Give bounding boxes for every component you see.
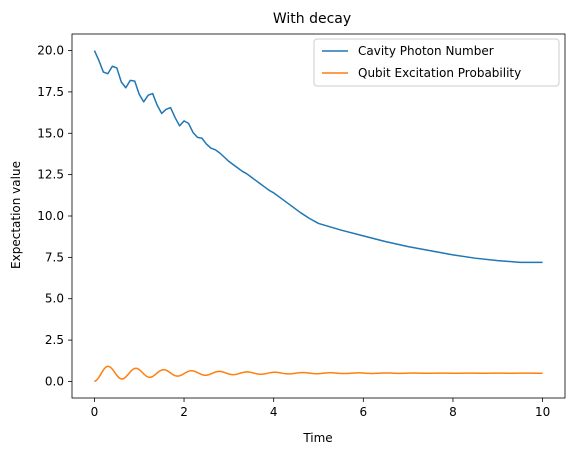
legend-label-0: Cavity Photon Number [358, 44, 494, 58]
y-tick-label: 10.0 [37, 209, 64, 223]
plot-frame [71, 33, 566, 399]
y-tick-label: 17.5 [37, 85, 64, 99]
legend-box [313, 38, 560, 87]
x-tick-label: 8 [449, 405, 457, 419]
y-tick-label: 0.0 [45, 374, 64, 388]
y-tick-label: 12.5 [37, 168, 64, 182]
y-tick-label: 7.5 [45, 250, 64, 264]
y-tick-label: 2.5 [45, 333, 64, 347]
series-line-1 [94, 365, 543, 383]
y-tick-label: 15.0 [37, 126, 64, 140]
x-tick-label: 2 [180, 405, 188, 419]
series-line-0 [93, 50, 543, 264]
x-axis: 0 2 4 6 8 10 [91, 398, 550, 419]
x-axis-label: Time [302, 431, 332, 445]
y-tick-label: 5.0 [45, 292, 64, 306]
legend-label-1: Qubit Excitation Probability [358, 66, 521, 80]
y-tick-label: 20.0 [37, 44, 64, 58]
plot-area [71, 33, 566, 399]
y-axis-label: Expectation value [9, 161, 23, 269]
y-axis: 0.0 2.5 5.0 7.5 10.0 12.5 15.0 17.5 20.0 [37, 44, 72, 388]
x-tick-label: 10 [535, 405, 550, 419]
x-tick-label: 4 [270, 405, 278, 419]
chart-title: With decay [273, 11, 351, 27]
legend: Cavity Photon Number Qubit Excitation Pro… [313, 38, 560, 87]
x-tick-label: 6 [359, 405, 367, 419]
x-tick-label: 0 [91, 405, 99, 419]
